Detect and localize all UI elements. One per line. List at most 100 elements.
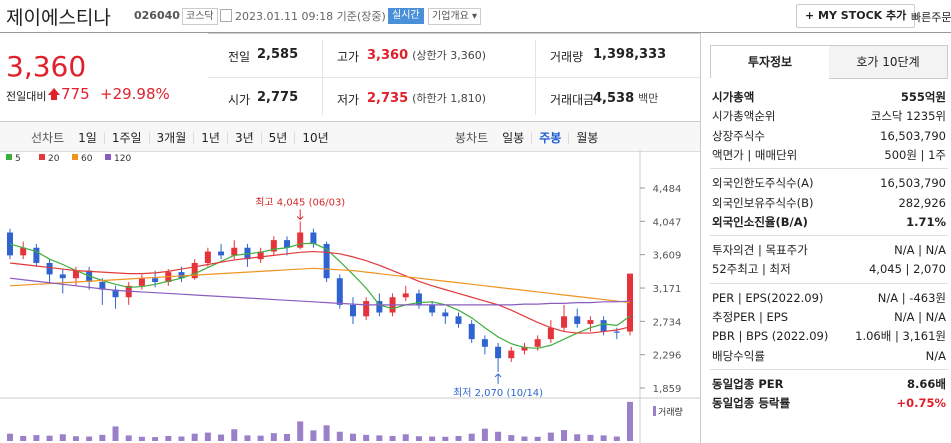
panel-divider — [700, 33, 701, 443]
invest-value: 8.66배 — [907, 376, 946, 391]
candle-body — [534, 339, 541, 347]
up-arrow-icon — [48, 88, 60, 100]
invest-label: 상장주식수 — [712, 128, 765, 143]
legend-label: 5 — [15, 154, 21, 164]
candle-body — [284, 240, 291, 248]
candle-body — [231, 247, 238, 256]
volume-bar — [138, 436, 145, 441]
y-tick-label: 2,734 — [653, 317, 682, 328]
invest-row: 외국인한도주식수(A) 16,503,790 — [712, 174, 946, 192]
value: 4,538 — [593, 91, 635, 106]
volume-bar — [310, 430, 317, 441]
summary-unit: 백만 — [638, 92, 659, 105]
volume-bar — [587, 434, 594, 441]
candle-body — [99, 282, 106, 290]
invest-value: 16,503,790 — [880, 128, 946, 143]
volume-bar — [72, 436, 79, 441]
quick-order[interactable]: 빠른주문 — [911, 11, 951, 24]
candle-body — [218, 251, 225, 256]
period-tab[interactable]: 3개월 — [148, 132, 194, 144]
candle-body — [429, 304, 436, 313]
period-tab[interactable]: 1년 — [193, 132, 227, 144]
invest-label: 투자의견 | 목표주가 — [712, 243, 808, 258]
summary-label: 저가 — [337, 93, 360, 107]
volume-bar — [297, 421, 304, 441]
volume-bar — [468, 433, 475, 441]
tab-group: 선차트 1일 1주일 3개월 1년 3년 5년 10년 — [24, 131, 336, 145]
mystock-button[interactable]: + MY STOCK 추가 — [796, 4, 916, 28]
candle-body — [547, 327, 554, 340]
volume-bar — [455, 435, 462, 441]
candle-body — [415, 293, 422, 305]
invest-row: 액면가 | 매매단위 500원 | 1주 — [712, 146, 946, 164]
volume-bar — [600, 435, 607, 441]
moving-average-line — [9, 250, 631, 334]
volume-bar — [86, 436, 93, 441]
summary-value: 3,360 (상한가 3,360) — [367, 47, 486, 63]
volume-bar — [33, 435, 40, 441]
candle-body — [297, 232, 304, 248]
candle-body — [468, 323, 475, 340]
period-tab[interactable]: 1주일 — [103, 132, 149, 144]
volume-bar — [178, 436, 185, 441]
invest-row: 52주최고 | 최저 4,045 | 2,070 — [712, 260, 946, 278]
volume-bar — [7, 433, 13, 441]
volume-bar — [191, 433, 198, 441]
period-tab[interactable]: 3년 — [226, 132, 261, 144]
chart-tabs: 선차트 1일 1주일 3개월 1년 3년 5년 10년 봉차트 일봉 주봉 월봉 — [0, 121, 700, 152]
volume-bar — [152, 437, 159, 441]
candle-body — [191, 262, 198, 279]
value: 3,360 — [367, 48, 409, 63]
candle-body — [46, 262, 53, 275]
change-amount: 775 — [61, 85, 90, 103]
invest-tab[interactable]: 투자정보 — [710, 45, 830, 78]
candle-body — [613, 331, 620, 333]
candle-body — [112, 289, 119, 298]
volume-bar — [508, 435, 515, 441]
summary-value: 1,398,333 — [593, 47, 666, 62]
value: 1,398,333 — [593, 47, 667, 62]
period-tab[interactable]: 10년 — [294, 132, 335, 144]
invest-value: 282,926 — [898, 195, 946, 210]
volume-bar — [112, 426, 119, 441]
volume-bar — [402, 434, 409, 441]
candle-body — [204, 251, 211, 263]
invest-tab[interactable]: 호가 10단계 — [829, 45, 948, 79]
moving-average-line — [9, 277, 631, 306]
candle-body — [363, 301, 370, 317]
summary-label: 거래량 — [550, 50, 584, 64]
volume-bar — [349, 433, 356, 441]
period-tab[interactable]: 월봉 — [568, 132, 605, 144]
period-tab[interactable]: 5년 — [260, 132, 295, 144]
invest-value: N/A | N/A — [894, 310, 946, 324]
low-annotation: 최저 2,070 (10/14) — [453, 387, 543, 399]
candle-body — [402, 293, 409, 298]
volume-bar — [204, 432, 211, 441]
volume-bar — [627, 401, 633, 441]
summary-value: 4,538 백만 — [593, 90, 658, 106]
summary-label: 거래대금 — [550, 93, 595, 107]
volume-label: 거래량 — [658, 406, 683, 418]
period-tab[interactable]: 주봉 — [531, 132, 568, 144]
period-tab[interactable]: 일봉 — [502, 131, 525, 145]
volume-bar — [323, 425, 330, 441]
candle-body — [323, 243, 330, 279]
legend-label: 60 — [81, 154, 93, 164]
summary-label: 전일 — [228, 50, 251, 64]
company-overview-button[interactable]: 기업개요 ▾ — [428, 8, 482, 25]
realtime-badge: 실시간 — [388, 8, 424, 24]
stock-chart: 1,859 2,296 2,734 3,171 3,609 4,047 4,484 5 20 60… — [0, 150, 700, 443]
candle-body — [336, 278, 343, 305]
candle-body — [508, 350, 515, 359]
candle-body — [561, 316, 568, 328]
period-tab[interactable]: 1일 — [78, 131, 97, 145]
stock-name: 제이에스티나 — [6, 7, 111, 29]
volume-bar — [59, 434, 66, 441]
volume-bar — [284, 434, 291, 441]
y-tick-label: 2,296 — [653, 351, 682, 362]
value: 2,775 — [257, 90, 299, 105]
moving-average-line — [9, 242, 631, 349]
candle-body — [310, 232, 317, 244]
invest-value: N/A — [925, 348, 946, 363]
invest-value: 4,045 | 2,070 — [868, 262, 946, 277]
